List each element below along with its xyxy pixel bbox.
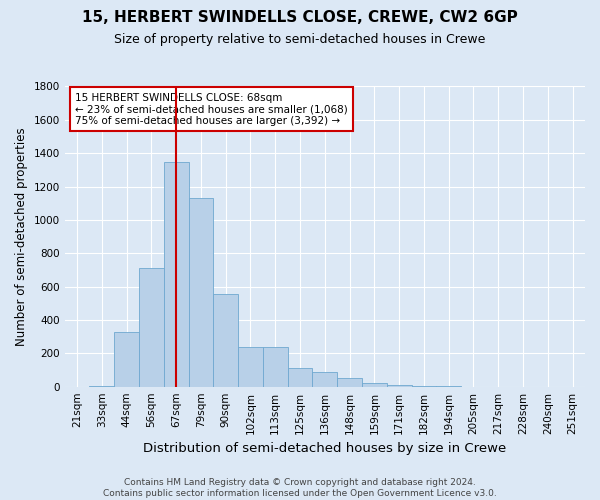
- Bar: [287, 368, 313, 386]
- Bar: [263, 348, 287, 387]
- Y-axis label: Number of semi-detached properties: Number of semi-detached properties: [15, 128, 28, 346]
- Text: 15, HERBERT SWINDELLS CLOSE, CREWE, CW2 6GP: 15, HERBERT SWINDELLS CLOSE, CREWE, CW2 …: [82, 10, 518, 25]
- Bar: [362, 382, 387, 386]
- Bar: [139, 268, 164, 386]
- Bar: [337, 378, 362, 386]
- Bar: [238, 348, 263, 387]
- Bar: [114, 332, 139, 386]
- Bar: [214, 294, 238, 386]
- Bar: [164, 162, 188, 386]
- Bar: [188, 198, 214, 386]
- X-axis label: Distribution of semi-detached houses by size in Crewe: Distribution of semi-detached houses by …: [143, 442, 506, 455]
- Text: 15 HERBERT SWINDELLS CLOSE: 68sqm
← 23% of semi-detached houses are smaller (1,0: 15 HERBERT SWINDELLS CLOSE: 68sqm ← 23% …: [75, 92, 348, 126]
- Bar: [313, 372, 337, 386]
- Bar: [387, 385, 412, 386]
- Text: Size of property relative to semi-detached houses in Crewe: Size of property relative to semi-detach…: [115, 32, 485, 46]
- Text: Contains HM Land Registry data © Crown copyright and database right 2024.
Contai: Contains HM Land Registry data © Crown c…: [103, 478, 497, 498]
